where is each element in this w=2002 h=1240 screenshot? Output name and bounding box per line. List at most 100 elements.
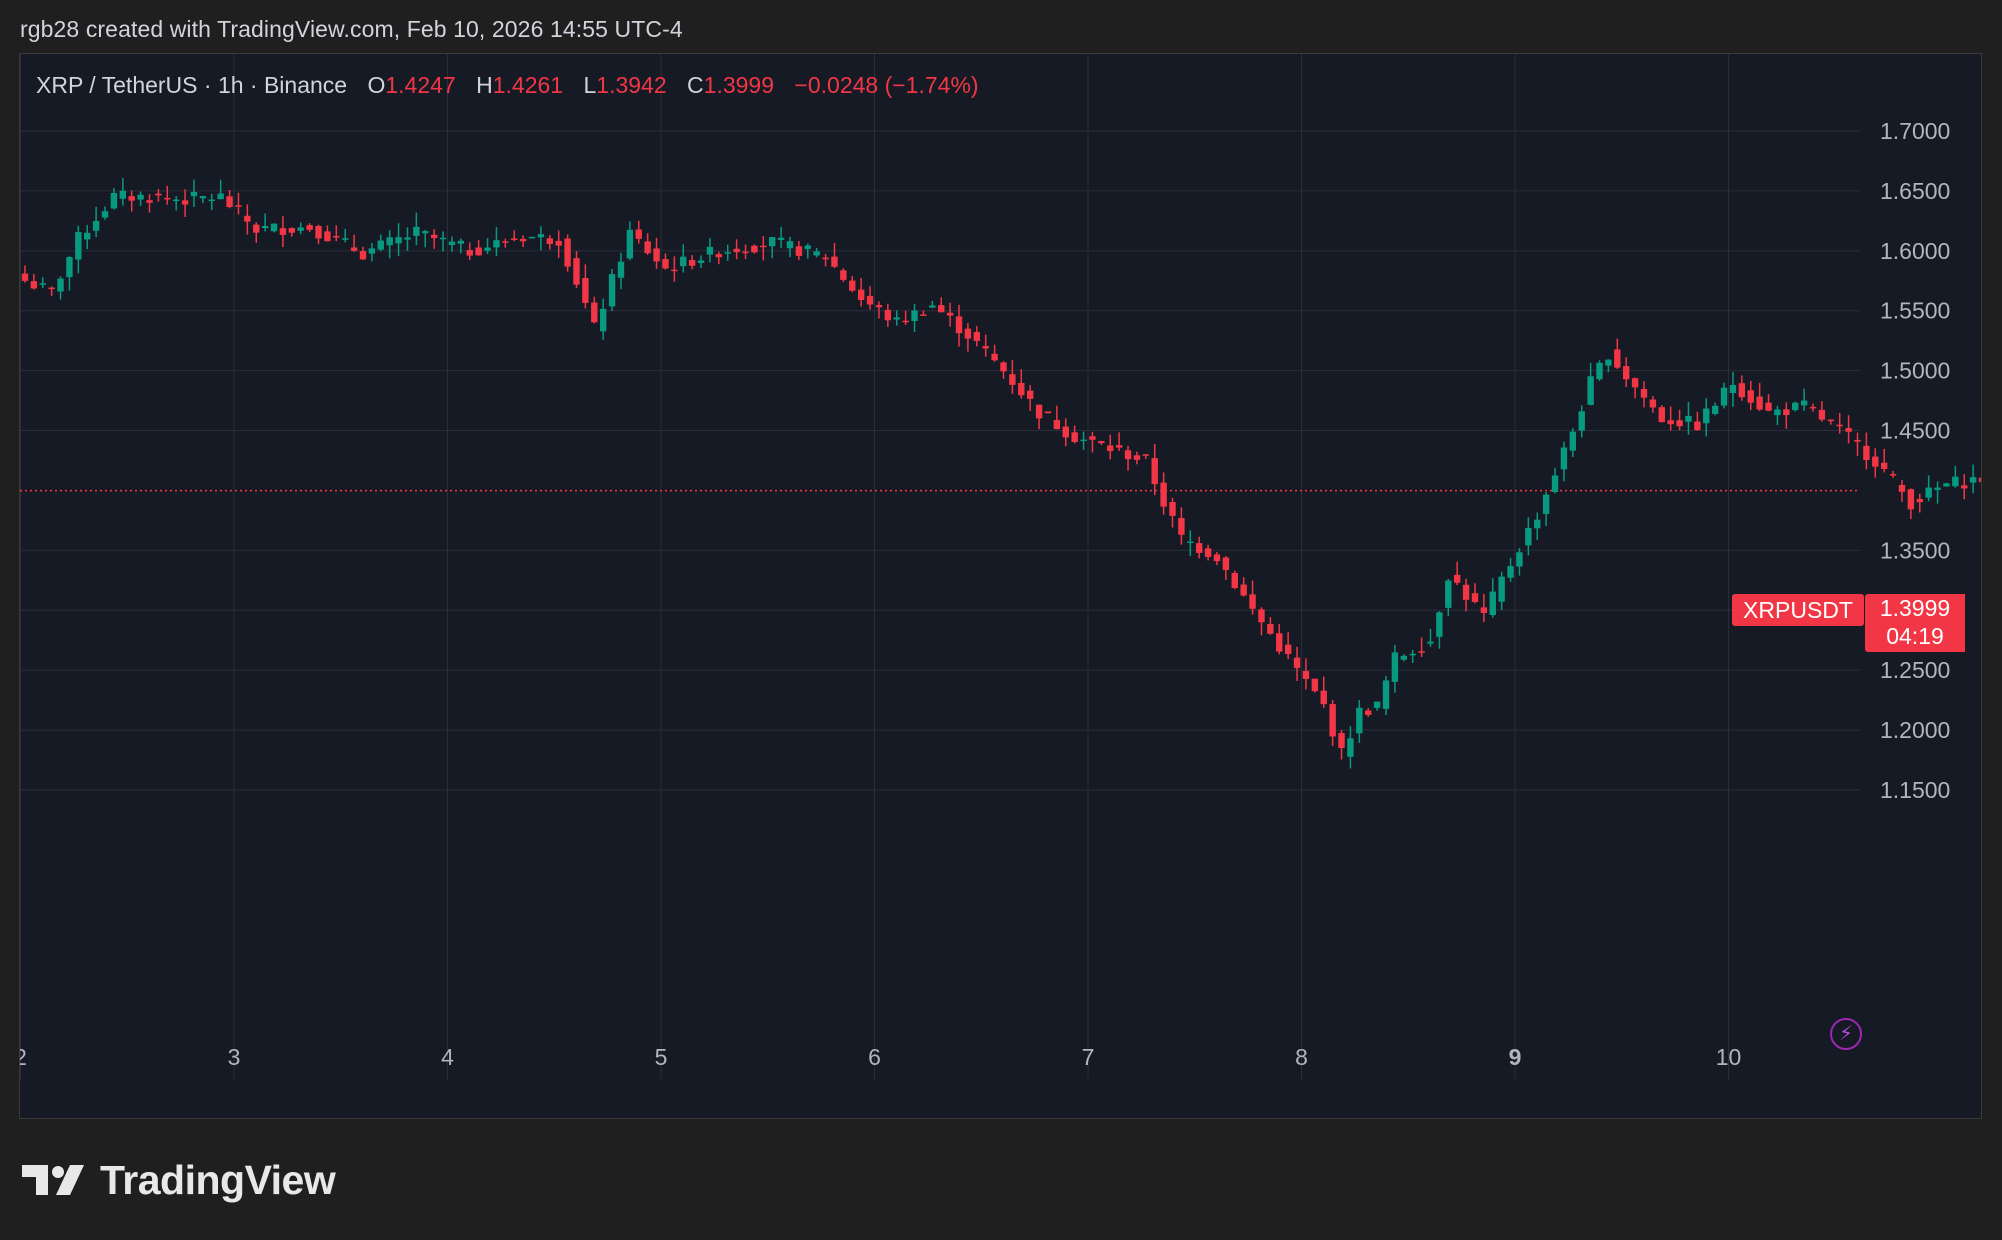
candle-body — [635, 229, 642, 239]
candle — [1258, 607, 1265, 636]
candle-body — [1213, 554, 1221, 562]
candle-body — [484, 247, 491, 251]
candle-body — [1338, 732, 1345, 749]
candle — [1542, 491, 1550, 527]
candle-body — [1320, 690, 1327, 705]
candle-body — [386, 237, 393, 246]
candle-body — [573, 258, 580, 285]
time-axis[interactable]: 2 3 4 5 6 7 8 9 10 — [20, 1044, 1741, 1070]
candle-body — [1115, 445, 1123, 448]
price-tick-label: 1.5500 — [1880, 298, 1950, 324]
candle — [1409, 649, 1416, 663]
candle — [288, 227, 296, 237]
candle — [137, 191, 144, 206]
candle — [946, 302, 954, 327]
candle-body — [866, 295, 874, 305]
candle — [484, 238, 491, 255]
candlestick-chart[interactable]: 1.7000 1.6500 1.6000 1.5500 1.5000 1.4500 1.35… — [20, 54, 1981, 1118]
candle — [1480, 594, 1488, 623]
candle — [1071, 425, 1078, 444]
candle-body — [217, 193, 224, 200]
candle — [66, 256, 73, 291]
candle — [528, 236, 536, 239]
lightning-icon[interactable]: ⚡ — [1830, 1018, 1862, 1050]
candle-body — [1907, 489, 1915, 510]
tradingview-logo-text: TradingView — [100, 1156, 336, 1203]
candle-body — [297, 227, 304, 231]
last-price-label: 1.3999 04:19 — [1865, 594, 1965, 652]
candle-body — [786, 241, 794, 249]
candle-body — [680, 256, 687, 267]
legend-open: 1.4247 — [385, 72, 456, 98]
candle-body — [1418, 651, 1425, 653]
candle — [1907, 488, 1915, 519]
candle — [573, 251, 580, 288]
candle — [1418, 637, 1425, 657]
candle — [1872, 448, 1879, 478]
candle-body — [404, 237, 411, 240]
candle-body — [1872, 456, 1879, 467]
candle — [697, 255, 705, 269]
candle — [1018, 369, 1025, 399]
candle-body — [1845, 428, 1852, 432]
candle — [626, 221, 634, 261]
candle — [1195, 536, 1203, 559]
candle-body — [270, 223, 278, 232]
candle — [1213, 551, 1221, 566]
candle — [555, 230, 562, 258]
candle — [333, 225, 340, 242]
candle-body — [1774, 409, 1781, 416]
candle-body — [1453, 574, 1461, 583]
candle-body — [626, 229, 634, 259]
candle-body — [1462, 584, 1470, 600]
candle — [1062, 418, 1069, 447]
candle-body — [1373, 701, 1381, 708]
tradingview-logo-icon — [22, 1165, 84, 1195]
candle-body — [938, 305, 945, 313]
candle-body — [1391, 652, 1399, 682]
legend-low-label: L — [583, 72, 597, 98]
candle-body — [368, 248, 376, 254]
candle-body — [929, 305, 936, 308]
candle-body — [857, 289, 865, 301]
candle-body — [1249, 594, 1256, 609]
candle-body — [92, 221, 100, 231]
candle — [1471, 583, 1479, 604]
candle-body — [1427, 641, 1434, 644]
candle-body — [511, 238, 518, 241]
candle-body — [1044, 411, 1052, 414]
candle-body — [804, 245, 811, 249]
price-tick-label: 1.6000 — [1880, 238, 1950, 264]
candle — [21, 265, 29, 283]
candle — [119, 178, 127, 206]
candle-body — [1222, 557, 1230, 571]
candle-body — [1258, 609, 1265, 623]
price-tick-label: 1.3500 — [1880, 537, 1950, 563]
candle — [1302, 658, 1310, 690]
candle — [662, 253, 669, 270]
candle — [1756, 383, 1763, 411]
candle — [1160, 472, 1167, 515]
candle-body — [1507, 566, 1514, 578]
candle — [751, 244, 758, 254]
candle-body — [253, 224, 260, 233]
candle — [493, 227, 500, 257]
candle — [1747, 380, 1754, 411]
candle — [30, 273, 38, 290]
candle — [982, 334, 989, 357]
candle-body — [1026, 390, 1034, 399]
candle-body — [466, 249, 473, 256]
candle-body — [172, 199, 180, 202]
candle — [1516, 548, 1523, 576]
candle-body — [724, 252, 731, 254]
candle — [439, 231, 447, 252]
candle-body — [39, 283, 46, 285]
candle-body — [66, 256, 73, 278]
chart-area[interactable]: 1.7000 1.6500 1.6000 1.5500 1.5000 1.4500 1.35… — [19, 53, 1982, 1119]
candle-body — [1560, 447, 1568, 470]
candle — [1676, 409, 1683, 431]
candle — [1649, 395, 1657, 413]
candle-body — [1071, 432, 1078, 443]
candle — [502, 238, 509, 248]
candle-body — [777, 237, 785, 240]
